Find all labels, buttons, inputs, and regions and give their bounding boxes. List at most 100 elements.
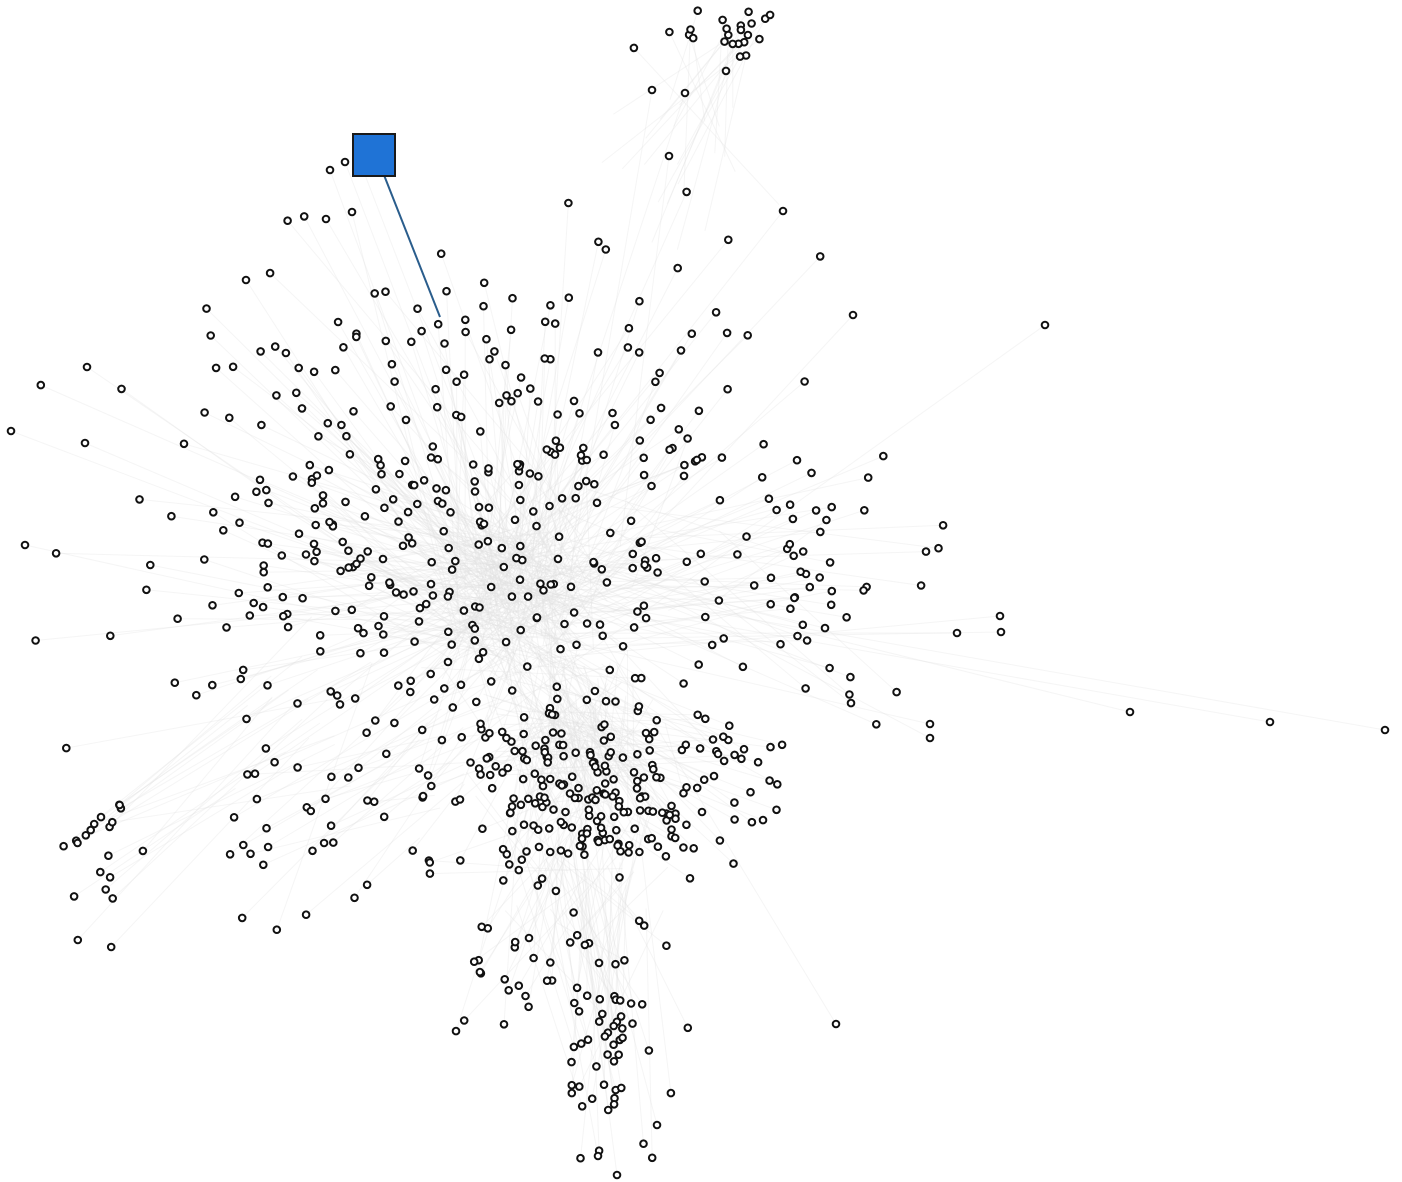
node[interactable]	[522, 847, 531, 856]
node[interactable]	[730, 750, 739, 760]
node[interactable]	[618, 1024, 627, 1033]
node[interactable]	[599, 450, 608, 460]
node[interactable]	[570, 793, 580, 803]
node[interactable]	[540, 354, 550, 363]
node[interactable]	[820, 623, 830, 633]
node[interactable]	[401, 415, 411, 425]
node[interactable]	[576, 1153, 585, 1163]
node[interactable]	[370, 289, 380, 298]
node[interactable]	[805, 582, 815, 592]
node[interactable]	[594, 1017, 604, 1026]
node[interactable]	[647, 833, 657, 843]
node[interactable]	[553, 410, 562, 419]
node[interactable]	[602, 578, 612, 587]
node[interactable]	[647, 481, 656, 491]
node[interactable]	[414, 617, 424, 626]
node[interactable]	[486, 677, 496, 686]
node[interactable]	[730, 798, 739, 807]
node[interactable]	[362, 728, 371, 738]
node[interactable]	[582, 695, 592, 705]
node[interactable]	[530, 769, 540, 779]
node[interactable]	[333, 317, 343, 327]
node[interactable]	[455, 795, 465, 804]
node[interactable]	[548, 728, 558, 737]
node[interactable]	[374, 621, 383, 631]
node[interactable]	[582, 829, 592, 838]
node[interactable]	[652, 715, 662, 725]
node[interactable]	[892, 687, 901, 697]
node[interactable]	[682, 820, 691, 830]
node[interactable]	[620, 956, 629, 965]
node[interactable]	[608, 792, 618, 801]
node[interactable]	[557, 781, 567, 790]
node[interactable]	[1040, 320, 1050, 330]
node[interactable]	[600, 720, 609, 729]
node[interactable]	[245, 611, 255, 620]
node[interactable]	[352, 332, 361, 342]
node[interactable]	[440, 684, 449, 693]
node[interactable]	[281, 348, 291, 358]
node[interactable]	[440, 339, 449, 348]
node[interactable]	[312, 471, 322, 480]
node[interactable]	[234, 588, 244, 598]
node[interactable]	[476, 770, 485, 779]
node[interactable]	[235, 518, 244, 528]
node[interactable]	[444, 627, 453, 637]
node[interactable]	[561, 807, 570, 817]
node[interactable]	[633, 750, 642, 759]
node[interactable]	[241, 275, 251, 285]
node[interactable]	[342, 431, 351, 441]
node[interactable]	[723, 384, 732, 394]
node[interactable]	[859, 586, 868, 595]
node[interactable]	[640, 560, 650, 570]
node[interactable]	[667, 825, 676, 834]
node[interactable]	[173, 614, 182, 624]
node[interactable]	[665, 27, 674, 37]
node[interactable]	[293, 699, 302, 708]
node[interactable]	[324, 465, 334, 475]
node[interactable]	[689, 844, 699, 853]
node[interactable]	[73, 838, 82, 848]
node[interactable]	[609, 775, 618, 784]
node[interactable]	[448, 703, 458, 712]
node[interactable]	[746, 787, 755, 797]
node[interactable]	[921, 547, 931, 556]
node[interactable]	[693, 710, 703, 720]
node[interactable]	[598, 631, 608, 641]
node[interactable]	[208, 601, 217, 610]
node[interactable]	[524, 933, 534, 943]
node[interactable]	[827, 586, 837, 596]
node[interactable]	[106, 631, 115, 641]
node[interactable]	[683, 1023, 693, 1033]
node[interactable]	[307, 478, 317, 488]
node[interactable]	[538, 802, 547, 812]
node[interactable]	[491, 762, 501, 771]
node[interactable]	[73, 935, 83, 945]
node[interactable]	[484, 503, 494, 513]
node[interactable]	[483, 536, 493, 546]
node[interactable]	[633, 607, 642, 616]
node[interactable]	[628, 1019, 637, 1028]
node[interactable]	[609, 1057, 619, 1066]
node[interactable]	[310, 504, 320, 513]
node[interactable]	[386, 402, 396, 411]
node[interactable]	[609, 1021, 619, 1031]
node[interactable]	[673, 263, 683, 273]
node[interactable]	[367, 573, 376, 582]
node[interactable]	[822, 515, 831, 525]
node[interactable]	[582, 991, 592, 1001]
node[interactable]	[299, 212, 309, 221]
node[interactable]	[475, 603, 484, 612]
node[interactable]	[329, 838, 338, 847]
node[interactable]	[417, 326, 426, 336]
node[interactable]	[630, 673, 640, 683]
node[interactable]	[587, 1094, 597, 1103]
node[interactable]	[605, 665, 615, 675]
node[interactable]	[381, 287, 390, 297]
node[interactable]	[531, 741, 541, 751]
node[interactable]	[586, 750, 595, 760]
node[interactable]	[772, 805, 781, 815]
node[interactable]	[793, 631, 802, 641]
node[interactable]	[658, 808, 667, 818]
node[interactable]	[555, 443, 565, 453]
